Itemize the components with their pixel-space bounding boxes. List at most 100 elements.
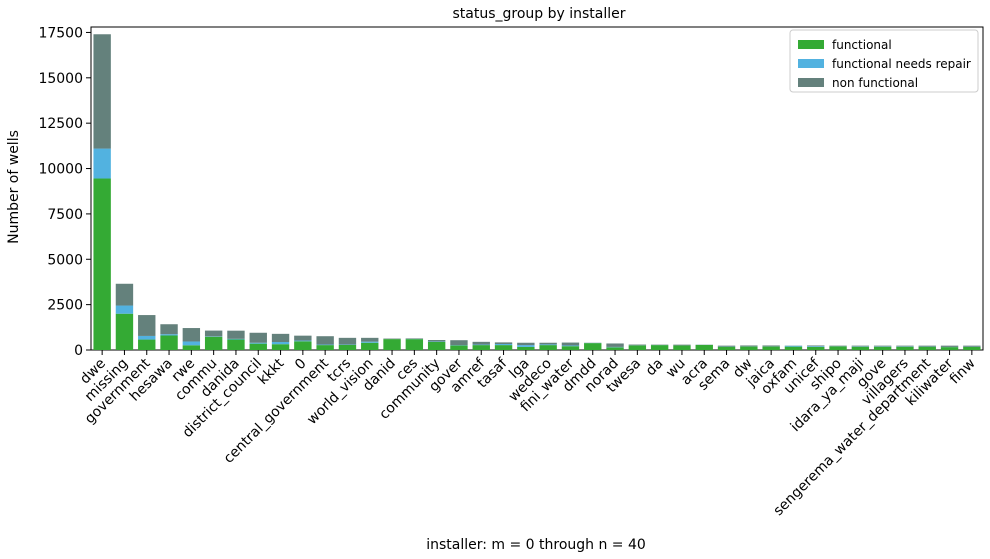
bar-segment	[963, 345, 981, 347]
bar-segment	[740, 346, 758, 350]
bar-segment	[539, 345, 557, 350]
y-tick-label: 15000	[38, 71, 83, 87]
y-tick-label: 17500	[38, 25, 83, 41]
legend-entry-label: functional needs repair	[832, 57, 971, 71]
bar-segment	[138, 315, 156, 336]
bar-segment	[450, 340, 468, 346]
y-tick-label: 5000	[47, 252, 83, 268]
bar-segment	[271, 342, 290, 345]
bar-segment	[829, 345, 847, 347]
plot-area: 025005000750010000125001500017500dwemiss…	[38, 25, 984, 519]
bar-segment	[316, 345, 334, 350]
bar-segment	[160, 334, 178, 336]
bar-segment	[361, 342, 379, 350]
bar-segment	[160, 324, 178, 335]
bar-segment	[294, 340, 312, 342]
bar-segment	[472, 344, 490, 346]
bar-segment	[93, 148, 111, 179]
bar-segment	[383, 339, 401, 350]
bar-segment	[271, 344, 290, 350]
bar-segment	[138, 339, 156, 350]
y-tick-label: 10000	[38, 162, 83, 178]
bar-segment	[450, 345, 468, 350]
bar-segment	[517, 345, 535, 347]
y-tick-label: 12500	[38, 116, 83, 132]
bar-segment	[717, 346, 736, 350]
bar-segment	[249, 332, 267, 343]
bar-segment	[762, 345, 780, 347]
bar-segment	[182, 345, 201, 350]
bar-segment	[494, 342, 513, 345]
bar-segment	[896, 345, 914, 347]
bar-segment	[807, 346, 825, 350]
bar-segment	[673, 344, 691, 346]
bar-segment	[851, 345, 870, 347]
bar-segment	[650, 345, 669, 350]
bar-segment	[606, 343, 624, 347]
bar-segment	[517, 346, 535, 350]
bar-segment	[628, 344, 647, 346]
bar-segment	[294, 341, 312, 350]
bar-segment	[383, 338, 401, 340]
bar-segment	[807, 345, 825, 347]
bar-segment	[873, 346, 892, 350]
bar-segment	[204, 336, 223, 350]
bar-segment	[405, 339, 424, 350]
bar-segment	[427, 340, 446, 342]
bar-segment	[695, 344, 713, 350]
bar-segment	[316, 336, 334, 345]
bar-segment	[539, 344, 557, 346]
bar-segment	[628, 345, 647, 350]
legend: functional functional needs repair non fun…	[789, 29, 979, 93]
bar-segment	[517, 342, 535, 346]
bar-segment	[494, 345, 513, 350]
bar-segment	[182, 328, 201, 342]
legend-swatch	[798, 78, 824, 87]
bar-segment	[338, 337, 357, 345]
bar-segment	[138, 335, 156, 340]
y-axis-label: Number of wells	[6, 130, 22, 244]
bar-segment	[472, 345, 490, 350]
bar-segment	[427, 341, 446, 350]
bar-segment	[361, 341, 379, 343]
bar-segment	[963, 346, 981, 350]
bar-segment	[829, 346, 847, 350]
legend-swatch	[798, 59, 824, 68]
bar-segment	[784, 345, 803, 347]
x-tick-label: finw	[947, 356, 979, 388]
y-tick-label: 2500	[47, 298, 83, 314]
bar-segment	[472, 341, 490, 345]
bar-segment	[918, 345, 936, 347]
bar-segment	[494, 344, 513, 346]
bar-segment	[940, 347, 959, 350]
x-tick-label: kkkt	[255, 355, 288, 388]
bar-segment	[561, 345, 580, 347]
y-tick-label: 0	[74, 343, 83, 359]
legend-box	[789, 29, 979, 93]
bar-segment	[271, 333, 290, 343]
bar-segment	[851, 346, 870, 350]
bar-segment	[204, 330, 223, 337]
bar-segment	[717, 345, 736, 347]
bar-segment	[93, 178, 111, 350]
bar-segment	[227, 339, 245, 350]
bar-segment	[338, 344, 357, 350]
bar-segment	[249, 342, 267, 344]
bar-segment	[940, 345, 959, 347]
bar-segment	[561, 342, 580, 346]
bar-segment	[115, 313, 134, 350]
bar-segment	[249, 343, 267, 350]
bar-segment	[673, 345, 691, 350]
bar-segment	[762, 346, 780, 350]
legend-swatch	[798, 40, 824, 49]
bar-segment	[227, 330, 245, 339]
bar-segment	[784, 346, 803, 350]
bar-segment	[539, 342, 557, 345]
bar-segment	[606, 347, 624, 350]
bar-segment	[227, 338, 245, 340]
bar-segment	[182, 341, 201, 346]
bar-segment	[316, 344, 334, 346]
x-tick-label: da	[643, 356, 667, 380]
legend-entry-label: functional	[832, 38, 892, 52]
bar-segment	[93, 34, 111, 149]
